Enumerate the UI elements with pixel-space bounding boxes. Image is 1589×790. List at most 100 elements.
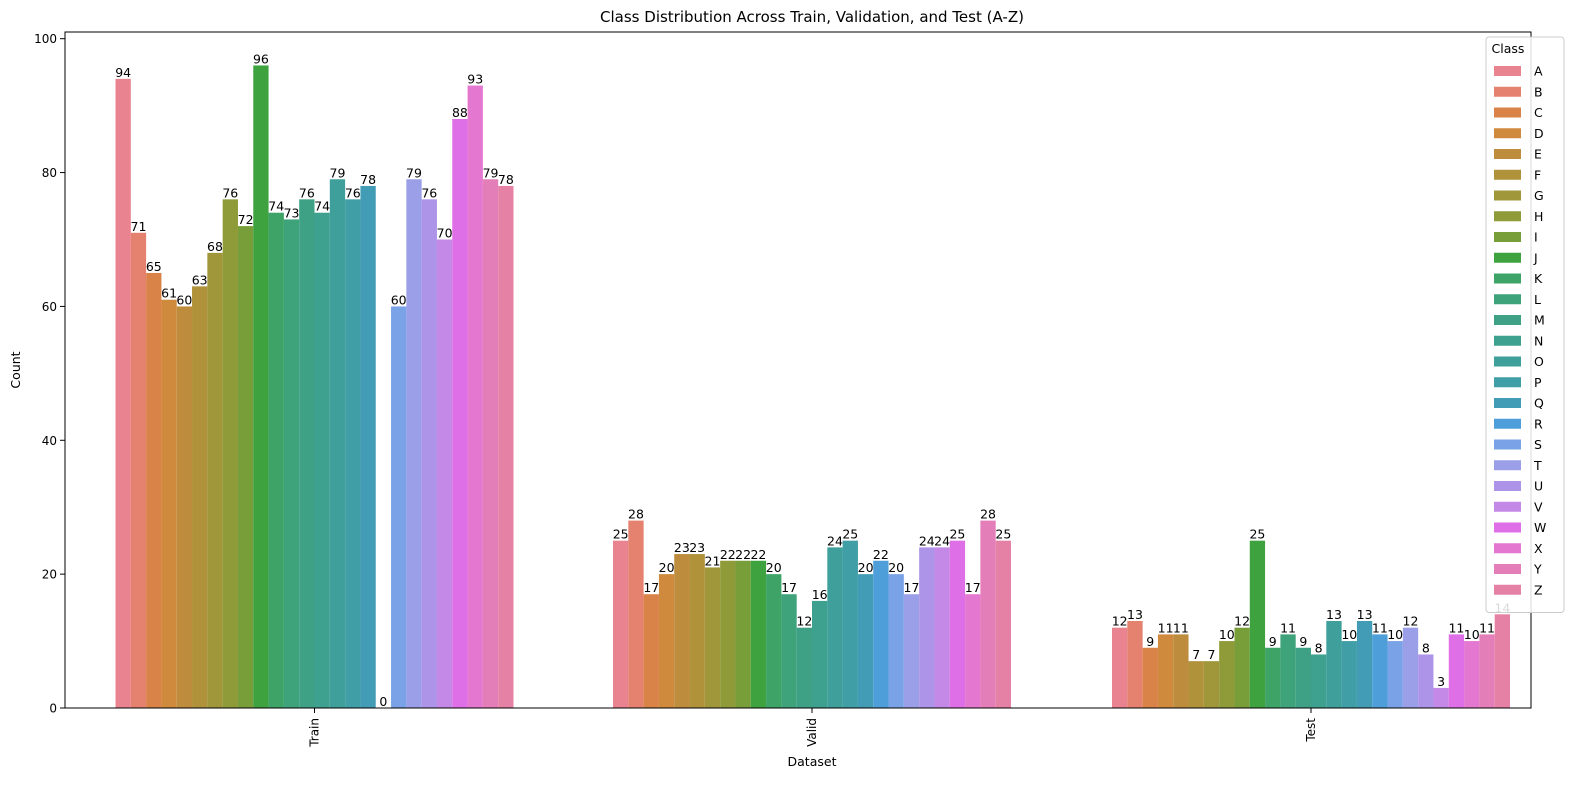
legend-label-o: O — [1534, 354, 1544, 369]
legend-swatch-c — [1494, 107, 1521, 118]
bar-valid-q — [857, 574, 874, 708]
bar-label-train-f: 63 — [192, 272, 208, 287]
y-tick-label: 100 — [34, 32, 57, 46]
bar-label-test-w: 11 — [1448, 620, 1464, 635]
bar-train-m — [299, 199, 315, 708]
bar-valid-p — [842, 540, 858, 708]
legend-label-x: X — [1534, 541, 1543, 556]
bar-test-z — [1494, 614, 1510, 708]
bar-label-test-a: 12 — [1112, 614, 1128, 629]
bar-label-test-f: 7 — [1192, 647, 1200, 662]
bar-test-v — [1433, 687, 1449, 708]
bar-valid-a — [613, 540, 629, 708]
bar-train-e — [176, 306, 193, 708]
legend-swatch-u — [1494, 481, 1521, 491]
bar-train-v — [436, 239, 453, 709]
legend-label-l: L — [1534, 292, 1541, 307]
legend-label-e: E — [1534, 147, 1542, 162]
bar-label-test-n: 8 — [1315, 640, 1323, 655]
legend-label-k: K — [1534, 271, 1543, 286]
bar-label-train-z: 78 — [498, 172, 514, 187]
bar-label-test-x: 10 — [1464, 627, 1480, 642]
bar-label-valid-t: 17 — [904, 580, 920, 595]
bar-label-train-w: 88 — [452, 105, 468, 120]
y-tick-label: 40 — [42, 434, 57, 448]
y-tick-label: 60 — [42, 300, 57, 314]
bar-label-train-x: 93 — [467, 72, 483, 87]
bar-label-valid-k: 20 — [766, 560, 782, 575]
bar-train-j — [253, 65, 269, 709]
bar-label-valid-p: 25 — [842, 527, 858, 542]
bar-train-g — [207, 252, 223, 708]
bar-valid-b — [628, 520, 644, 708]
bar-label-valid-a: 25 — [613, 527, 629, 542]
bar-train-x — [467, 85, 483, 709]
x-tick-label-test: Test — [1304, 718, 1318, 743]
bar-label-train-u: 76 — [421, 185, 437, 200]
bar-train-q — [360, 185, 376, 708]
bar-label-test-l: 11 — [1280, 620, 1296, 635]
bar-test-o — [1326, 620, 1342, 708]
plot-area: 9425127128136517961201160231163237682177… — [115, 51, 1510, 709]
legend-swatch-o — [1494, 356, 1521, 367]
bar-label-valid-l: 17 — [781, 580, 797, 595]
bar-valid-o — [827, 547, 843, 708]
bar-label-train-g: 68 — [207, 239, 223, 254]
bar-label-valid-e: 23 — [674, 540, 690, 555]
bar-label-train-c: 65 — [146, 259, 162, 274]
legend-swatch-j — [1494, 252, 1521, 263]
bar-test-n — [1311, 654, 1327, 708]
legend-swatch-m — [1494, 315, 1521, 325]
bar-label-train-m: 76 — [299, 185, 315, 200]
bar-test-b — [1127, 620, 1143, 708]
x-tick-label-valid: Valid — [805, 718, 819, 747]
legend-label-a: A — [1534, 64, 1543, 79]
bar-test-c — [1142, 647, 1158, 708]
bar-label-valid-n: 16 — [812, 587, 828, 602]
bar-label-test-q: 13 — [1357, 607, 1373, 622]
legend-label-u: U — [1534, 479, 1543, 494]
legend-swatch-v — [1494, 501, 1521, 512]
bar-test-e — [1173, 634, 1189, 708]
chart-title: Class Distribution Across Train, Validat… — [600, 8, 1024, 26]
bar-test-r — [1372, 634, 1388, 708]
bar-label-valid-q: 20 — [858, 560, 874, 575]
bar-valid-e — [674, 554, 690, 708]
y-axis-label: Count — [8, 351, 23, 388]
bar-test-k — [1265, 647, 1281, 708]
bar-train-u — [421, 199, 437, 708]
legend-label-w: W — [1534, 520, 1546, 535]
bar-train-h — [222, 199, 238, 708]
bar-label-valid-j: 22 — [750, 547, 766, 562]
bar-label-valid-u: 24 — [919, 533, 935, 548]
bar-train-z — [498, 185, 514, 708]
bar-label-valid-x: 17 — [965, 580, 981, 595]
bar-test-s — [1387, 641, 1403, 708]
bar-label-test-o: 13 — [1326, 607, 1342, 622]
bar-valid-z — [995, 540, 1011, 708]
bar-label-train-a: 94 — [115, 65, 131, 80]
bar-label-valid-g: 21 — [705, 553, 721, 568]
legend-swatch-f — [1494, 169, 1521, 180]
bar-label-train-h: 76 — [222, 185, 238, 200]
bar-test-m — [1295, 647, 1311, 708]
bar-valid-g — [704, 567, 721, 708]
legend-swatch-z — [1494, 584, 1521, 595]
bar-train-s — [391, 306, 407, 708]
bar-test-q — [1356, 620, 1373, 708]
bar-label-train-o: 79 — [330, 165, 346, 180]
bar-label-train-i: 72 — [238, 212, 254, 227]
bar-label-train-e: 60 — [176, 292, 192, 307]
bar-label-valid-r: 22 — [873, 547, 889, 562]
bar-test-u — [1418, 654, 1434, 708]
x-tick-label-train: Train — [308, 718, 322, 748]
bar-label-valid-b: 28 — [628, 507, 644, 522]
bar-label-train-b: 71 — [131, 219, 147, 234]
legend-swatch-w — [1494, 522, 1521, 533]
bar-valid-y — [980, 520, 996, 708]
legend-swatch-p — [1494, 377, 1521, 388]
bar-test-t — [1402, 627, 1419, 708]
bar-label-test-e: 11 — [1173, 620, 1189, 635]
bar-valid-u — [919, 547, 935, 708]
legend-label-h: H — [1534, 209, 1543, 224]
